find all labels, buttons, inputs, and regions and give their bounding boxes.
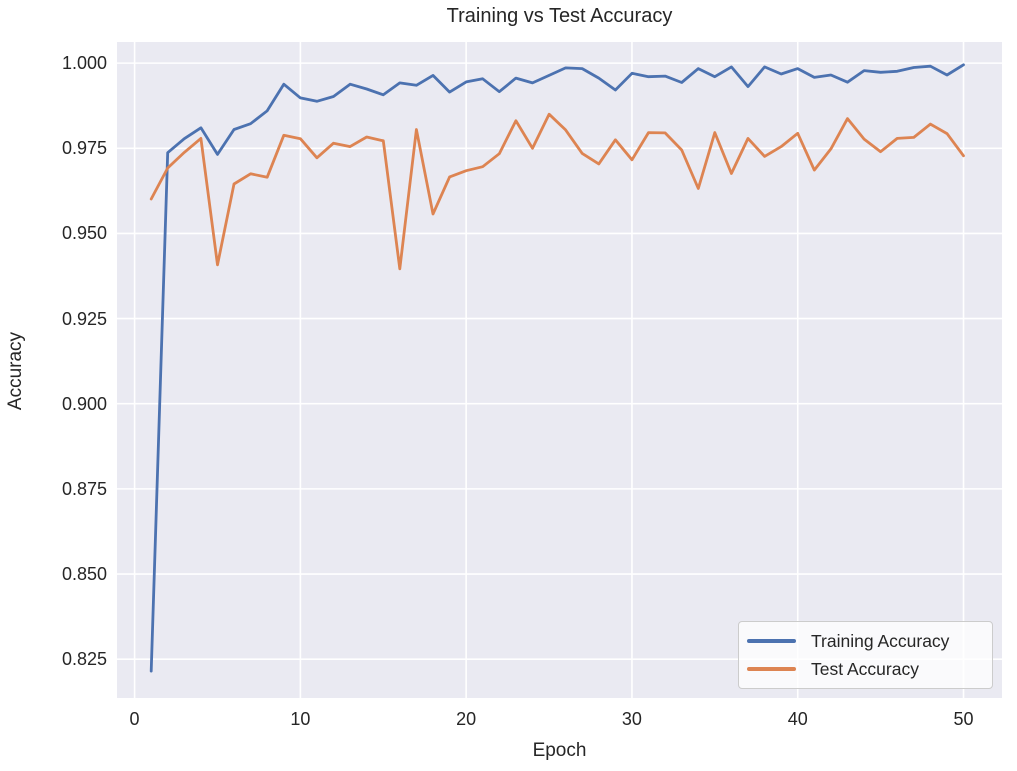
y-tick-label: 0.875 (61, 478, 107, 499)
y-tick-label: 0.900 (61, 393, 107, 414)
x-axis-label: Epoch (532, 740, 587, 761)
x-tick-label: 0 (129, 709, 140, 729)
y-tick-label: 1.000 (61, 53, 107, 74)
legend: Training Accuracy Test Accuracy (738, 621, 993, 689)
legend-item-training: Training Accuracy (747, 628, 984, 654)
chart-title: Training vs Test Accuracy (446, 5, 673, 27)
legend-label-training: Training Accuracy (811, 630, 950, 651)
y-tick-label: 0.850 (61, 564, 107, 585)
y-tick-label: 0.925 (61, 308, 107, 329)
legend-label-test: Test Accuracy (811, 658, 919, 679)
x-tick-label: 20 (456, 709, 477, 729)
y-tick-label: 0.950 (61, 223, 107, 244)
plot-background (117, 42, 1002, 698)
y-tick-label: 0.975 (61, 138, 107, 159)
x-tick-label: 30 (621, 709, 642, 729)
x-tick-label: 40 (787, 709, 808, 729)
x-tick-label: 10 (290, 709, 311, 729)
test-accuracy-line (149, 112, 965, 271)
x-tick-label: 50 (953, 709, 974, 729)
y-axis-label: Accuracy (5, 331, 26, 411)
y-tick-label: 0.825 (61, 649, 107, 670)
test-line-sample-icon (747, 667, 796, 671)
training-line-sample-icon (747, 639, 796, 643)
training-accuracy-line (149, 63, 965, 673)
legend-item-test: Test Accuracy (747, 656, 984, 682)
